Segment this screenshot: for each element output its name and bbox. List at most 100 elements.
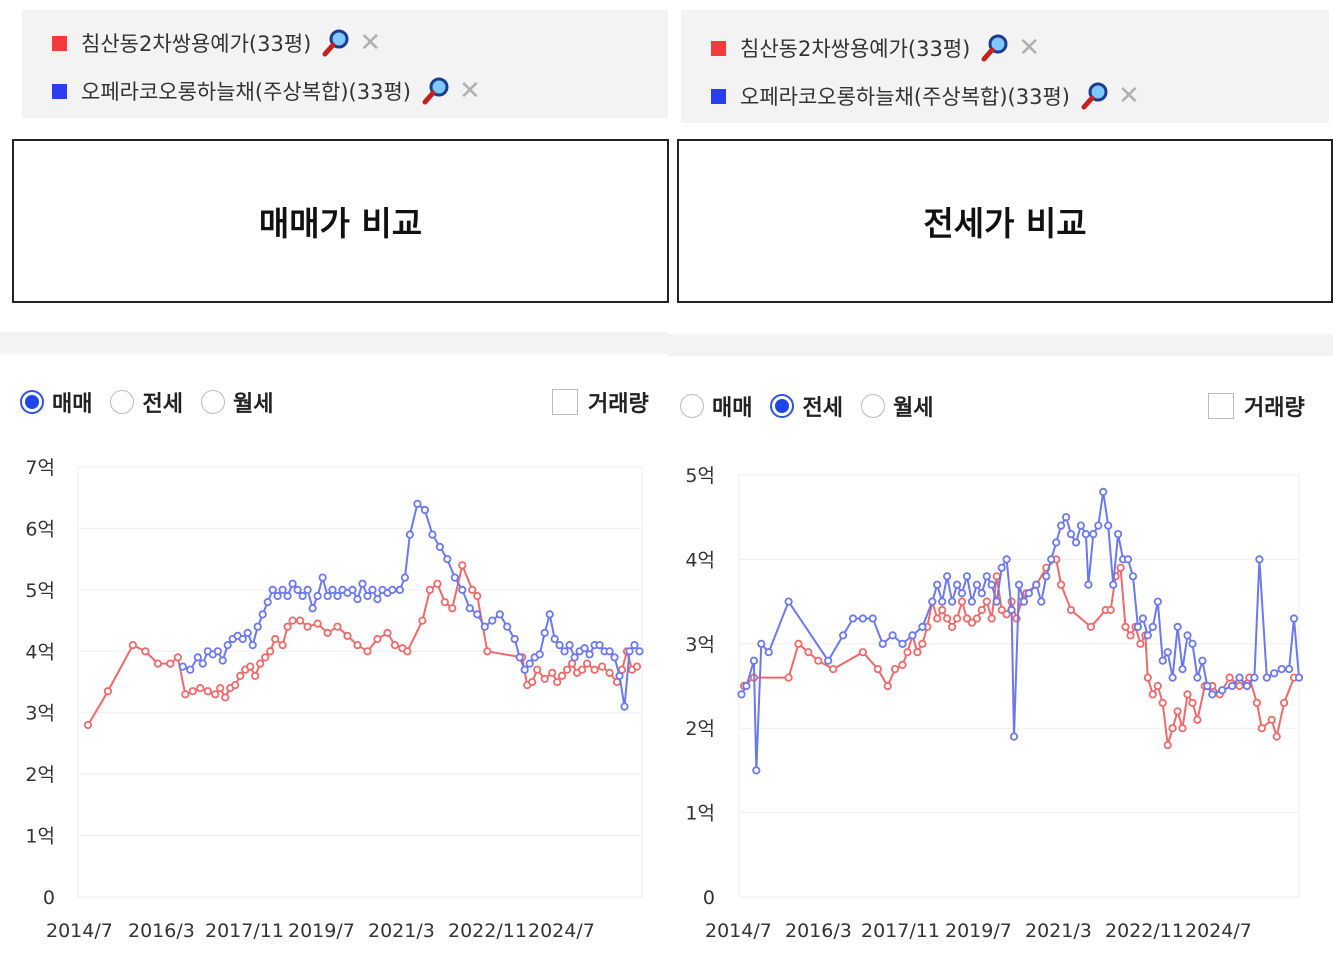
data-point [390,641,399,650]
data-point [1242,681,1252,691]
data-point [764,648,773,657]
radio-jeonse[interactable]: 전세 [110,386,183,418]
data-point [590,665,599,674]
magnifier-icon[interactable] [321,28,351,58]
data-point [141,647,150,656]
data-point [400,573,409,582]
data-point [1163,740,1172,750]
data-point [1203,681,1212,691]
data-point [1279,698,1289,707]
y-tick-label: 3억 [25,703,55,725]
data-point [413,499,422,509]
legend-item: 오페라코오롱하늘채(주상복합)(33평) ✕ [711,81,1140,111]
data-point [1099,487,1108,497]
x-tick-label: 2022/11 [448,920,527,942]
data-point [891,665,900,674]
close-icon[interactable]: ✕ [458,76,481,106]
radio-jeonse[interactable]: 전세 [770,390,843,422]
y-tick-label: 4억 [25,641,55,663]
volume-checkbox[interactable] [1208,393,1234,419]
data-point [283,622,292,631]
data-point [295,616,305,625]
data-point [1168,724,1177,733]
data-point [271,634,280,644]
data-point [258,610,267,619]
data-point [181,690,190,699]
data-point [510,634,519,644]
data-point [982,597,991,606]
data-point [363,647,372,656]
data-point [873,665,882,674]
close-icon[interactable]: ✕ [1117,81,1140,111]
radio-circle[interactable] [860,394,885,418]
magnifier-icon[interactable] [1080,81,1110,111]
data-point [947,597,957,606]
data-point [804,648,813,657]
data-point [997,605,1006,615]
data-point [1009,732,1019,741]
data-point [465,604,474,613]
volume-checkbox[interactable] [552,389,578,415]
data-point [323,591,332,601]
data-point [577,665,587,674]
data-point [548,668,557,677]
data-point [313,619,322,628]
data-point [824,656,833,665]
data-point [942,614,952,623]
data-point [898,660,907,669]
data-point [1052,538,1061,547]
data-point [1066,530,1076,539]
y-tick-label: 4억 [685,549,715,571]
data-point [425,585,434,594]
data-point [403,647,412,656]
data-point [253,622,262,631]
data-point [213,647,222,656]
volume-toggle[interactable]: 거래량 [552,386,649,418]
series-line [87,562,638,726]
radio-circle[interactable] [200,390,225,414]
data-point [1042,572,1051,581]
magnifier-icon[interactable] [421,76,451,106]
y-tick-label: 5억 [25,580,55,602]
data-point [1128,572,1138,581]
data-point [987,580,996,589]
magnifier-icon[interactable] [980,33,1010,63]
data-point [535,650,544,659]
data-point [582,659,592,668]
radio-monthly[interactable]: 월세 [860,390,933,422]
volume-toggle[interactable]: 거래량 [1208,390,1305,422]
data-point [353,595,362,604]
jeonse-price-chart: 0 1억 2억 3억 4억 5억 2014/7 2016/3 2017/11 2019/7 2021… [685,465,1304,942]
legend-label: 오페라코오롱하늘채(주상복합)(33평) [740,85,1070,109]
data-point [256,659,265,668]
data-point [278,641,287,650]
data-point [468,585,477,594]
radio-label: 월세 [232,392,274,417]
y-tick-label: 6억 [25,518,55,540]
data-point [503,622,512,631]
radio-circle[interactable] [770,394,795,418]
data-point [488,616,497,625]
data-point [1198,656,1207,665]
data-point [839,631,848,640]
radio-monthly[interactable]: 월세 [200,386,274,418]
data-point [595,641,604,650]
close-icon[interactable]: ✕ [359,28,382,58]
data-point [1158,656,1167,665]
data-point [742,681,751,691]
radio-circle[interactable] [110,390,135,414]
radio-sale[interactable]: 매매 [680,390,752,422]
data-point [333,591,342,601]
data-point [1081,530,1090,539]
data-point [1136,639,1145,648]
radio-circle[interactable] [680,394,704,418]
close-icon[interactable]: ✕ [1018,33,1041,63]
data-point [829,665,838,674]
legend-swatch [52,83,67,99]
radio-sale[interactable]: 매매 [20,386,92,418]
data-point [562,665,572,674]
data-point [298,591,307,601]
legend-swatch [711,88,726,104]
radio-circle[interactable] [20,390,44,414]
data-point [1007,605,1016,615]
